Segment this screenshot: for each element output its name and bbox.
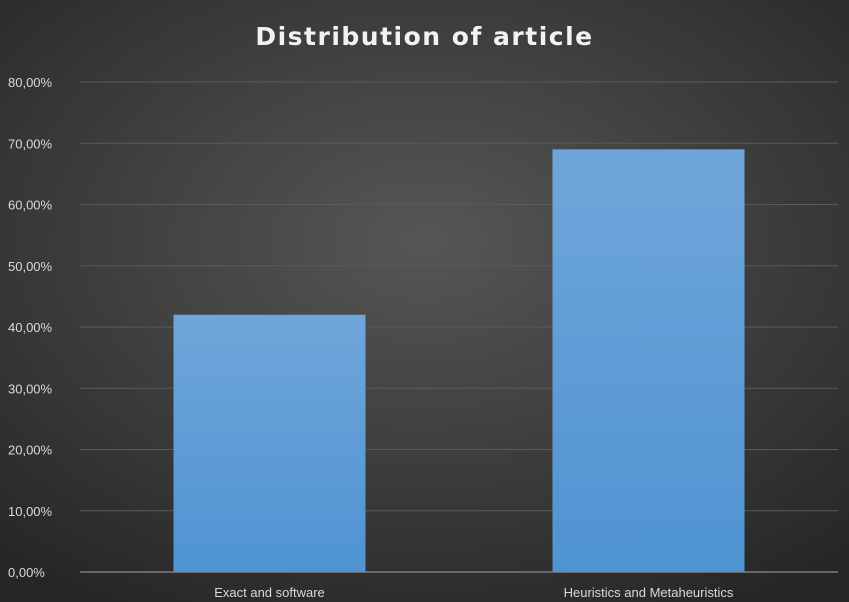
y-tick-label: 10,00%: [8, 504, 53, 519]
y-tick-label: 80,00%: [8, 75, 53, 90]
bar-heuristics-and-metaheuristics: [552, 149, 745, 572]
y-axis-tick-labels: 0,00% 10,00% 20,00% 30,00% 40,00% 50,00% 60,00…: [8, 75, 53, 580]
x-axis-category-labels: Exact and software Heuristics and Metaheu…: [214, 585, 734, 600]
x-category-label: Heuristics and Metaheuristics: [564, 585, 734, 600]
bar-exact-and-software: [173, 314, 366, 572]
bars: [173, 149, 745, 572]
y-tick-label: 0,00%: [8, 565, 45, 580]
y-tick-label: 40,00%: [8, 320, 53, 335]
y-tick-label: 30,00%: [8, 381, 53, 396]
y-tick-label: 60,00%: [8, 198, 53, 213]
chart-title: Distribution of article: [255, 22, 594, 51]
y-tick-label: 20,00%: [8, 443, 53, 458]
y-tick-label: 50,00%: [8, 259, 53, 274]
x-category-label: Exact and software: [214, 585, 325, 600]
y-tick-label: 70,00%: [8, 136, 53, 151]
